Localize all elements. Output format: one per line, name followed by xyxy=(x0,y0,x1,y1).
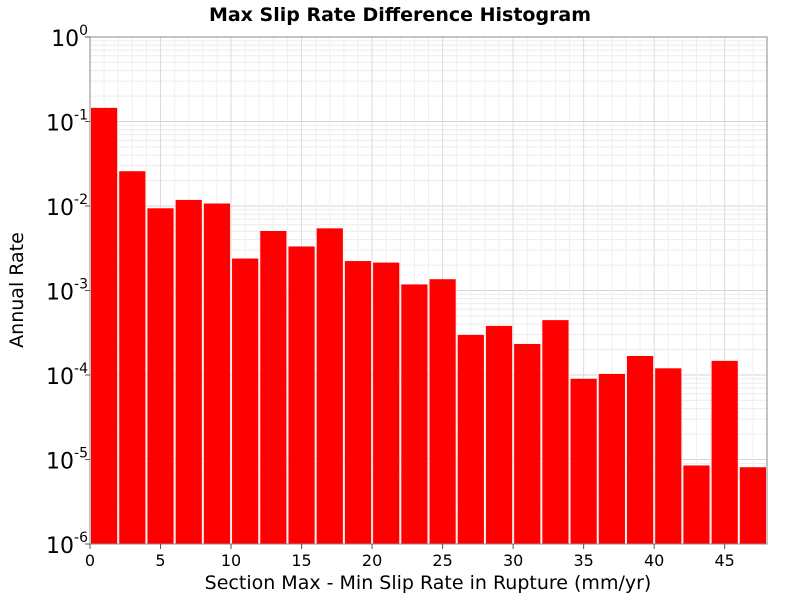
histogram-bar xyxy=(739,467,766,544)
histogram-bar xyxy=(514,343,541,544)
histogram-bar xyxy=(542,320,569,544)
y-tick-label: 10-1 xyxy=(46,108,88,137)
y-axis-label: Annual Rate xyxy=(6,232,28,348)
histogram-bar xyxy=(91,107,118,544)
x-tick-label: 25 xyxy=(432,551,452,570)
histogram-bar xyxy=(147,208,174,544)
x-axis-label: Section Max - Min Slip Rate in Rupture (… xyxy=(205,572,652,594)
histogram-bar xyxy=(373,262,400,544)
histogram-bar xyxy=(711,360,738,544)
y-tick-label: 10-6 xyxy=(46,530,88,559)
bars xyxy=(91,107,766,545)
histogram-bar xyxy=(429,279,456,544)
x-tick-label: 5 xyxy=(155,551,165,570)
x-tick-label: 0 xyxy=(85,551,95,570)
y-tick-label: 10-4 xyxy=(46,361,88,390)
y-axis: 10-6 10-5 10-4 10-3 10-2 10-1 100 xyxy=(46,23,90,559)
histogram-bar xyxy=(626,355,654,544)
x-tick-label: 30 xyxy=(503,551,523,570)
x-tick-label: 15 xyxy=(291,551,311,570)
y-tick-label: 100 xyxy=(51,23,88,52)
histogram-bar xyxy=(316,228,343,544)
y-tick-label: 10-2 xyxy=(46,192,88,221)
y-tick-label: 10-5 xyxy=(46,446,88,475)
x-tick-label: 20 xyxy=(362,551,382,570)
x-tick-label: 10 xyxy=(221,551,241,570)
histogram-bar xyxy=(344,261,372,544)
x-tick-label: 40 xyxy=(644,551,664,570)
histogram-bar xyxy=(655,368,682,544)
histogram-bar xyxy=(232,258,259,544)
y-tick-label: 10-3 xyxy=(46,277,88,306)
chart-title: Max Slip Rate Difference Histogram xyxy=(209,4,591,26)
histogram-bar xyxy=(175,199,202,544)
histogram-bar xyxy=(119,171,146,544)
histogram-bar xyxy=(570,378,597,544)
histogram-bar xyxy=(598,373,625,544)
histogram-bar xyxy=(288,246,315,544)
x-tick-label: 45 xyxy=(715,551,735,570)
histogram-bar xyxy=(485,325,513,544)
histogram-bar xyxy=(203,203,231,544)
histogram-bar xyxy=(683,465,710,544)
histogram-bar xyxy=(260,230,287,545)
histogram-bar xyxy=(457,334,484,544)
x-axis: 0 5 10 15 20 25 30 35 40 45 xyxy=(85,544,735,570)
x-tick-label: 35 xyxy=(573,551,593,570)
histogram-bar xyxy=(401,284,428,544)
